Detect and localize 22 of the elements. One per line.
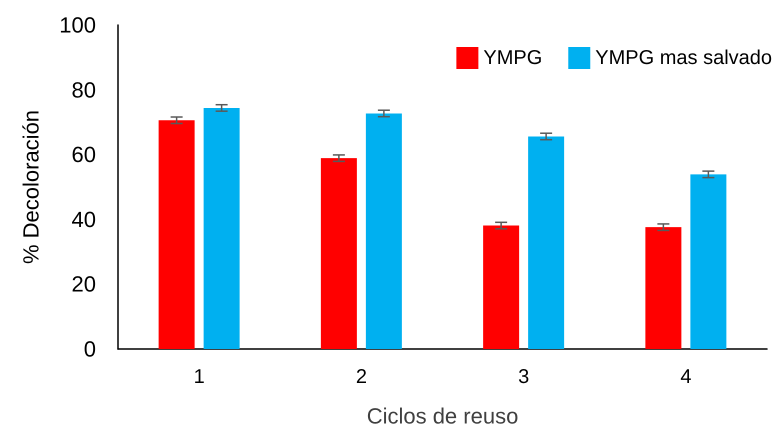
bar (320, 158, 357, 349)
y-tick-label: 80 (72, 77, 96, 102)
y-tick-label: 100 (59, 12, 96, 38)
x-tick-label: 3 (518, 366, 530, 388)
bar (483, 226, 520, 349)
legend-label: YMPG mas salvado (595, 47, 772, 69)
y-tick-label: 0 (84, 336, 96, 362)
x-tick-label: 2 (356, 366, 367, 388)
y-axis-title: % Decoloración (18, 110, 44, 264)
bar (528, 136, 564, 349)
x-tick-label: 1 (194, 366, 205, 388)
y-tick-label: 60 (72, 142, 96, 168)
x-axis-title: Ciclos de reuso (366, 404, 518, 428)
bar (645, 227, 682, 349)
bar (158, 120, 195, 349)
bar (204, 108, 240, 349)
x-tick-label: 4 (680, 366, 692, 388)
legend-label: YMPG (483, 47, 542, 69)
y-tick-label: 20 (72, 272, 96, 297)
y-tick-label: 40 (72, 206, 96, 232)
bar (366, 113, 402, 349)
bar (690, 174, 726, 349)
